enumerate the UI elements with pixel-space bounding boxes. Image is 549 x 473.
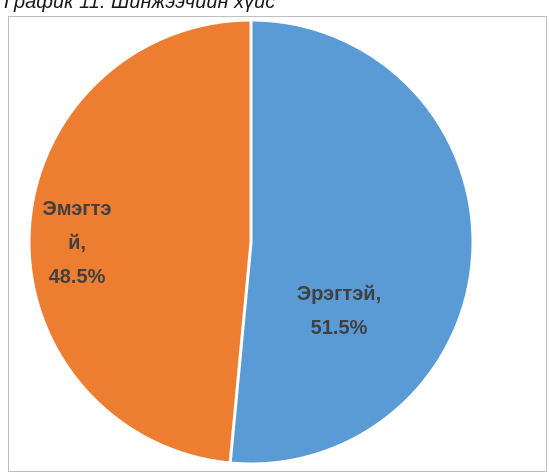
slice-label-line: Эрэгтэй, [297, 283, 381, 305]
pie-slice-2 [27, 18, 253, 465]
slice-label-line: 48.5% [49, 266, 106, 288]
chart-frame: Эрэгтэй, 51.5% Эмэгтэ й, 48.5% [8, 16, 547, 472]
chart-caption: График 11. Шинжээчийн хүйс [4, 0, 276, 13]
slice-label-2: Эмэгтэ й, 48.5% [43, 198, 112, 288]
slice-label-line: Эмэгтэ [43, 198, 112, 220]
slice-label-line: 51.5% [311, 317, 368, 339]
pie-chart: Эрэгтэй, 51.5% Эмэгтэ й, 48.5% [27, 18, 475, 466]
pie-slice-1 [228, 18, 475, 466]
slice-label-1: Эрэгтэй, 51.5% [297, 283, 381, 339]
slice-label-line: й, [68, 232, 86, 254]
